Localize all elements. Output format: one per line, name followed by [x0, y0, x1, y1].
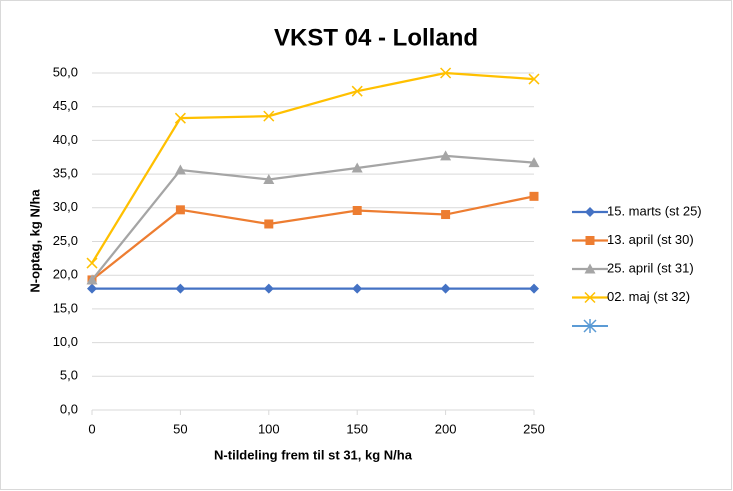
series-line: [91, 154, 535, 281]
y-axis-title: N-optag, kg N/ha: [27, 189, 42, 293]
data-point: [87, 283, 97, 294]
data-point: [174, 112, 186, 124]
legend-marker: [585, 236, 595, 245]
data-point: [440, 150, 452, 161]
data-point: [264, 219, 274, 229]
x-tick-label: 0: [88, 421, 95, 436]
legend-marker: [583, 319, 597, 333]
legend-label: 02. maj (st 32): [607, 289, 690, 304]
series-line: [91, 71, 535, 264]
y-tick-label: 0,0: [60, 401, 78, 416]
data-point: [528, 157, 540, 168]
data-point: [263, 110, 275, 122]
y-tick-label: 20,0: [53, 267, 78, 282]
y-tick-label: 50,0: [53, 64, 78, 79]
x-tick-label: 250: [523, 421, 545, 436]
x-tick-label: 150: [346, 421, 368, 436]
data-point: [352, 205, 362, 215]
y-tick-label: 40,0: [53, 132, 78, 147]
y-tick-label: 30,0: [53, 199, 78, 214]
data-point: [351, 162, 363, 173]
y-tick-label: 10,0: [53, 334, 78, 349]
data-point: [86, 274, 98, 285]
data-point: [440, 283, 451, 294]
legend-label: 25. april (st 31): [607, 260, 694, 275]
data-point: [175, 283, 186, 294]
data-point: [529, 191, 539, 201]
y-tick-label: 15,0: [53, 300, 78, 315]
x-tick-label: 200: [435, 421, 457, 436]
x-axis-title: N-tildeling frem til st 31, kg N/ha: [214, 447, 413, 462]
legend-label: 13. april (st 30): [607, 232, 694, 247]
data-point: [440, 67, 452, 79]
x-tick-label: 50: [173, 421, 187, 436]
chart-title: VKST 04 - Lolland: [274, 24, 478, 51]
series-line: [91, 195, 535, 281]
data-point: [263, 283, 274, 294]
data-point: [86, 257, 98, 269]
data-point: [528, 73, 540, 85]
legend-marker: [585, 207, 595, 217]
x-tick-label: 100: [258, 421, 280, 436]
data-point: [175, 205, 185, 215]
y-tick-label: 25,0: [53, 233, 78, 248]
y-tick-label: 35,0: [53, 166, 78, 181]
data-point: [174, 164, 186, 175]
y-tick-label: 45,0: [53, 98, 78, 113]
legend-label: 15. marts (st 25): [607, 203, 702, 218]
data-point: [441, 210, 451, 220]
legend-marker: [584, 263, 596, 274]
data-point: [352, 283, 363, 294]
data-point: [263, 173, 275, 184]
data-point: [351, 85, 363, 97]
legend-marker: [584, 291, 596, 304]
legend-empty-entry: [572, 319, 608, 333]
y-tick-label: 5,0: [60, 368, 78, 383]
data-point: [529, 283, 539, 294]
